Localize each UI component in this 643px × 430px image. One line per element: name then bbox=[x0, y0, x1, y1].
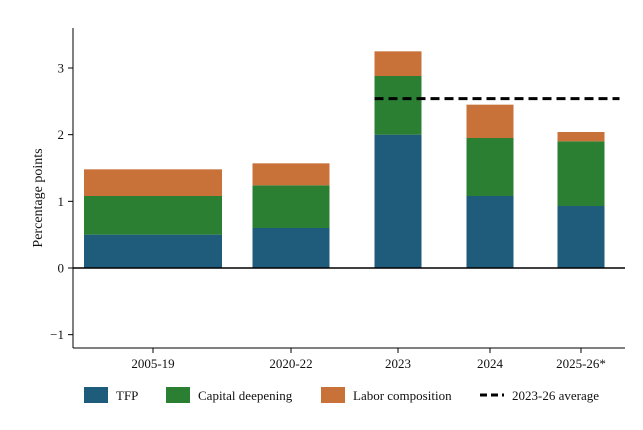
y-tick-label: 3 bbox=[58, 61, 65, 76]
bar-segment-tfp bbox=[466, 196, 514, 268]
y-tick-label: 1 bbox=[58, 194, 65, 209]
bar-segment-labor-composition bbox=[84, 169, 222, 196]
y-tick-label: −1 bbox=[50, 327, 64, 342]
legend-swatch-labor-composition bbox=[321, 387, 345, 403]
bar-segment-capital-deepening bbox=[252, 185, 330, 228]
legend-swatch-tfp bbox=[84, 387, 108, 403]
y-tick-label: 2 bbox=[58, 127, 65, 142]
legend-label-average: 2023-26 average bbox=[512, 388, 599, 403]
legend-swatch-capital-deepening bbox=[166, 387, 190, 403]
x-tick-label: 2025-26* bbox=[556, 356, 606, 371]
bar-segment-capital-deepening bbox=[466, 138, 514, 196]
plot-area: −1 0 1 2 3 2005-19 2020-22 2023 2024 2025-26* bbox=[50, 28, 625, 371]
y-tick-label: 0 bbox=[58, 261, 65, 276]
legend: TFP Capital deepening Labor composition 202… bbox=[84, 387, 599, 403]
bar-segment-labor-composition bbox=[466, 104, 514, 138]
bar-segment-tfp bbox=[252, 228, 330, 268]
x-tick-label: 2023 bbox=[385, 356, 411, 371]
bar-segment-labor-composition bbox=[557, 132, 605, 142]
legend-label-tfp: TFP bbox=[116, 388, 138, 403]
bar-segment-capital-deepening bbox=[374, 76, 422, 135]
x-tick-label: 2005-19 bbox=[131, 356, 174, 371]
legend-label-capital-deepening: Capital deepening bbox=[198, 388, 293, 403]
bar-segment-capital-deepening bbox=[557, 141, 605, 206]
bar-segment-capital-deepening bbox=[84, 196, 222, 235]
bar-segment-tfp bbox=[374, 134, 422, 268]
x-tick-label: 2024 bbox=[477, 356, 504, 371]
y-axis-title: Percentage points bbox=[31, 148, 46, 247]
bar-segment-tfp bbox=[557, 206, 605, 268]
x-tick-label: 2020-22 bbox=[269, 356, 312, 371]
bar-segment-labor-composition bbox=[374, 51, 422, 76]
bar-segment-labor-composition bbox=[252, 163, 330, 186]
legend-label-labor-composition: Labor composition bbox=[353, 388, 452, 403]
bar-segment-tfp bbox=[84, 234, 222, 268]
